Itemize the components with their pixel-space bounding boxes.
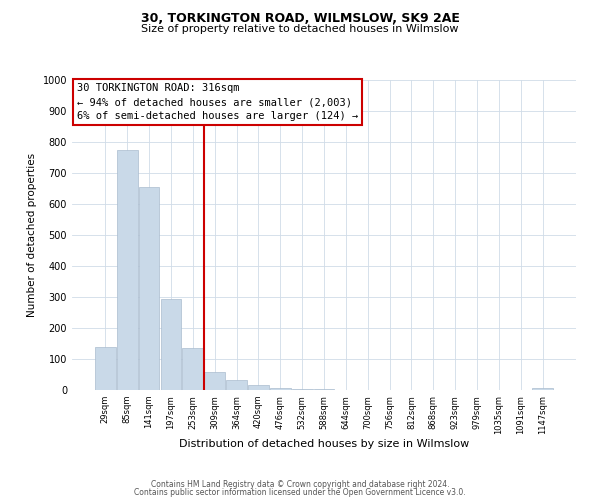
Bar <box>95 346 116 390</box>
Text: 30 TORKINGTON ROAD: 316sqm
← 94% of detached houses are smaller (2,003)
6% of se: 30 TORKINGTON ROAD: 316sqm ← 94% of deta… <box>77 83 358 121</box>
Bar <box>226 380 247 390</box>
Text: Contains HM Land Registry data © Crown copyright and database right 2024.: Contains HM Land Registry data © Crown c… <box>151 480 449 489</box>
Text: 30, TORKINGTON ROAD, WILMSLOW, SK9 2AE: 30, TORKINGTON ROAD, WILMSLOW, SK9 2AE <box>140 12 460 26</box>
Bar <box>270 388 290 390</box>
Bar <box>161 298 181 390</box>
Text: Size of property relative to detached houses in Wilmslow: Size of property relative to detached ho… <box>141 24 459 34</box>
Bar <box>204 372 225 390</box>
Y-axis label: Number of detached properties: Number of detached properties <box>27 153 37 317</box>
Bar <box>182 348 203 390</box>
Bar <box>117 150 137 390</box>
Bar <box>139 187 160 390</box>
X-axis label: Distribution of detached houses by size in Wilmslow: Distribution of detached houses by size … <box>179 440 469 450</box>
Bar <box>532 388 553 390</box>
Bar <box>248 385 269 390</box>
Text: Contains public sector information licensed under the Open Government Licence v3: Contains public sector information licen… <box>134 488 466 497</box>
Bar <box>292 389 313 390</box>
